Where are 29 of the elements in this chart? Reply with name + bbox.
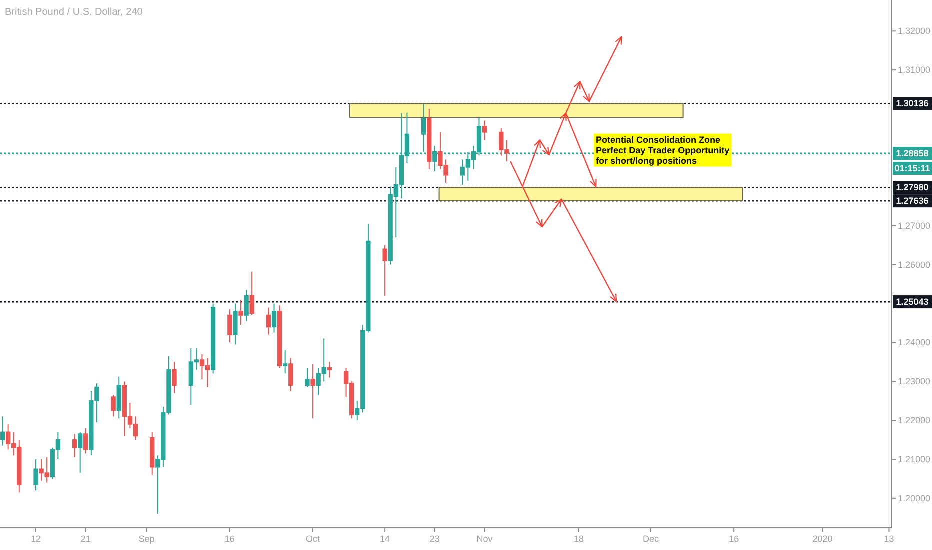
y-tick-label: 1.20000	[898, 493, 931, 504]
ref-line-label: 1.27636	[896, 196, 929, 206]
annotation: Potential Consolidation Zone Perfect Day Trader Opportunity for short/long positions	[596, 134, 730, 166]
ref-line-label: 1.30136	[896, 98, 929, 109]
ref-line-label: 1.28858 01:15:11	[894, 148, 930, 174]
text: British Pound / U.S. Dollar, 240	[5, 7, 144, 18]
y-tick-label: 1.22000	[898, 416, 931, 426]
x-tick-label: 2020	[812, 534, 833, 544]
x-tick-label: 16	[729, 534, 740, 544]
y-tick-label: 1.23000	[898, 376, 931, 387]
x-tick-label: Sep	[138, 534, 155, 544]
x-tick-label: 21	[80, 534, 91, 544]
x-tick-label: 14	[380, 534, 390, 544]
x-tick-label: 18	[574, 534, 584, 544]
ref-line-label: 1.25043	[896, 297, 929, 308]
x-tick-label: Dec	[642, 534, 660, 544]
x-tick-label: Oct	[306, 534, 321, 544]
y-tick-label: 1.32000	[898, 26, 931, 36]
ref-line-label: 1.27980	[896, 182, 929, 193]
x-tick-label: Nov	[476, 534, 494, 544]
x-tick-label: 12	[31, 534, 42, 544]
y-tick-label: 1.21000	[898, 454, 931, 464]
x-tick-label: 16	[224, 534, 235, 544]
y-tick-label: 1.24000	[898, 338, 931, 348]
y-tick-label: 1.31000	[898, 65, 931, 76]
y-tick-label: 1.27000	[898, 220, 931, 231]
x-tick-label: 13	[884, 534, 894, 544]
y-tick-label: 1.26000	[898, 260, 931, 270]
x-tick-label: 23	[430, 534, 440, 544]
